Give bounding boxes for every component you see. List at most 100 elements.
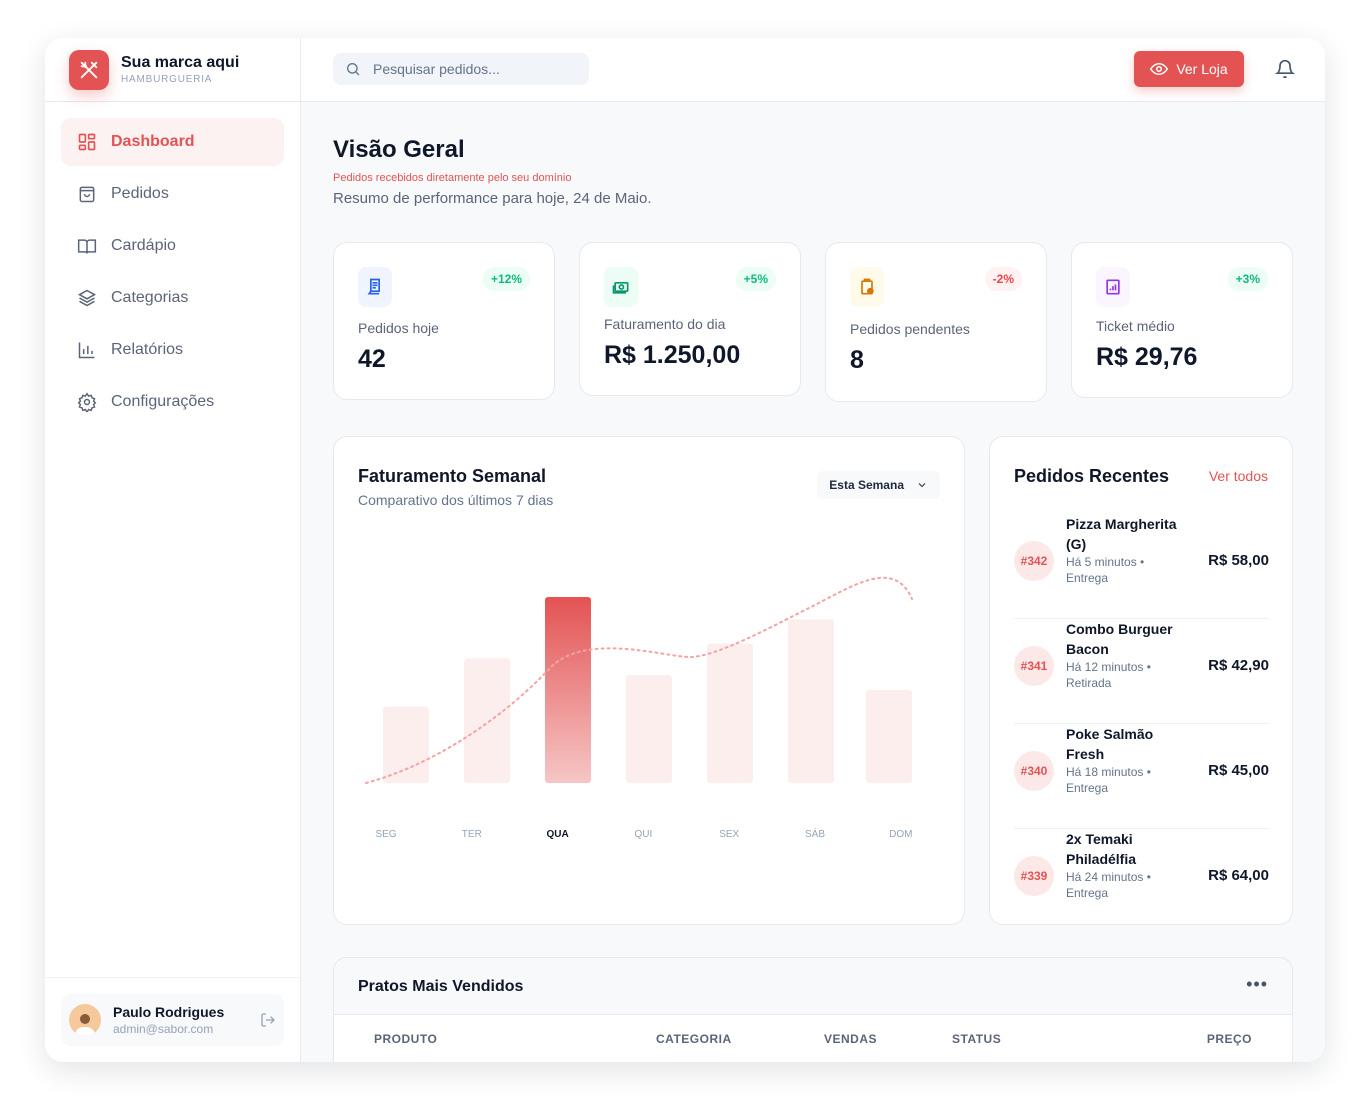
list-item[interactable]: #342 Pizza Margherita (G) Há 5 minutos •…	[1014, 514, 1269, 619]
order-name: Pizza Margherita (G)	[1066, 516, 1177, 552]
bag-icon	[79, 186, 95, 203]
order-name: Combo Burguer Bacon	[1066, 621, 1173, 657]
utensils-logo-icon	[69, 49, 109, 90]
layers-icon	[77, 289, 97, 307]
view-all-link[interactable]: Ver todos	[1208, 468, 1268, 484]
stat-label: Pedidos hoje	[358, 320, 439, 336]
sidebar-item-label: Configurações	[111, 393, 215, 410]
stat-icon	[1096, 267, 1130, 307]
order-name: Poke Salmão Fresh	[1066, 726, 1154, 762]
bar-6[interactable]	[866, 690, 912, 783]
bar-chart-icon	[78, 342, 95, 359]
view-store-button[interactable]: Ver Loja	[1134, 51, 1244, 87]
chevron-down-icon	[918, 483, 926, 488]
column-header: VENDAS	[824, 1032, 878, 1046]
divider	[45, 977, 301, 978]
x-tick-label: SÁB	[805, 827, 825, 840]
bar-0[interactable]	[383, 706, 429, 783]
stat-label: Ticket médio	[1096, 318, 1175, 334]
bar-3[interactable]	[626, 675, 672, 783]
stat-icon	[604, 267, 638, 307]
sidebar-item-pedidos[interactable]: Pedidos	[61, 170, 284, 218]
user-profile[interactable]: Paulo Rodrigues admin@sabor.com	[61, 994, 284, 1046]
column-header: CATEGORIA	[656, 1032, 732, 1046]
weekly-bar-chart: SEG TER QUA QUI SEX SÁB DOM	[365, 576, 913, 840]
order-id: #341	[1014, 646, 1054, 686]
sidebar: Sua marca aqui HAMBURGUERIA Dashboard Ped…	[45, 38, 301, 1062]
more-options-icon[interactable]: •••	[1246, 974, 1268, 994]
column-header: PRODUTO	[374, 1032, 438, 1046]
order-price: R$ 58,00	[1208, 552, 1269, 569]
user-name: Paulo Rodrigues	[113, 1004, 225, 1020]
stat-label: Pedidos pendentes	[850, 321, 970, 337]
page-title: Visão Geral	[333, 136, 465, 163]
change-badge: +12%	[482, 267, 530, 291]
list-item[interactable]: #339 2x Temaki Philadélfia Há 24 minutos…	[1014, 829, 1269, 934]
column-header: STATUS	[952, 1032, 1002, 1046]
brand: Sua marca aqui HAMBURGUERIA	[45, 38, 300, 102]
sidebar-item-dashboard[interactable]: Dashboard	[61, 118, 284, 166]
list-item[interactable]: #341 Combo Burguer Bacon Há 12 minutos •…	[1014, 619, 1269, 724]
order-meta: Há 12 minutos • Retirada	[1066, 660, 1151, 690]
order-price: R$ 42,90	[1208, 657, 1269, 674]
stat-value: R$ 1.250,00	[604, 341, 741, 369]
order-price: R$ 64,00	[1208, 867, 1269, 884]
bar-5[interactable]	[788, 619, 834, 783]
grid-icon	[78, 133, 96, 151]
order-name: 2x Temaki Philadélfia	[1066, 831, 1137, 867]
top-bar: Pesquisar pedidos... Ver Loja	[301, 38, 1325, 102]
sidebar-item-cardapio[interactable]: Cardápio	[61, 222, 284, 270]
user-email: admin@sabor.com	[113, 1022, 214, 1036]
sidebar-item-configuracoes[interactable]: Configurações	[61, 378, 284, 426]
order-meta: Há 5 minutos • Entrega	[1066, 555, 1145, 585]
recent-orders-card: Pedidos Recentes Ver todos #342 Pizza Ma…	[989, 436, 1293, 925]
x-tick-label: DOM	[889, 829, 912, 840]
stat-value: 8	[850, 346, 864, 374]
sidebar-item-relatorios[interactable]: Relatórios	[61, 326, 284, 374]
weekly-subtitle: Comparativo dos últimos 7 dias	[358, 492, 554, 508]
sidebar-item-categorias[interactable]: Categorias	[61, 274, 284, 322]
sidebar-item-label: Cardápio	[111, 237, 176, 254]
order-id: #340	[1014, 751, 1054, 791]
stat-value: 42	[358, 345, 386, 373]
list-item[interactable]: #340 Poke Salmão Fresh Há 18 minutos • E…	[1014, 724, 1269, 829]
search-icon	[347, 62, 360, 76]
column-header: PREÇO	[1206, 1032, 1252, 1046]
dropdown-value: Esta Semana	[829, 478, 904, 492]
change-badge: -2%	[984, 267, 1022, 291]
stat-card: +5% Faturamento do dia R$ 1.250,00	[579, 242, 801, 396]
page-subtitle: Resumo de performance para hoje, 24 de M…	[333, 190, 652, 207]
stat-icon	[358, 267, 392, 307]
order-id: #342	[1014, 541, 1054, 581]
recent-title: Pedidos Recentes	[1014, 466, 1170, 486]
bell-icon[interactable]	[1275, 58, 1295, 80]
x-tick-label: SEX	[719, 829, 739, 840]
search-placeholder: Pesquisar pedidos...	[373, 61, 500, 77]
top-dishes-card: Pratos Mais Vendidos ••• PRODUTO CATEGOR…	[333, 957, 1293, 1062]
sidebar-item-label: Pedidos	[111, 185, 169, 202]
x-tick-label: QUA	[546, 829, 568, 840]
stat-card: -2% Pedidos pendentes 8	[825, 242, 1047, 402]
order-price: R$ 45,00	[1208, 762, 1269, 779]
bar-2[interactable]	[545, 597, 591, 783]
sidebar-item-label: Categorias	[111, 289, 189, 306]
bar-4[interactable]	[707, 643, 753, 784]
gear-icon	[77, 392, 97, 412]
top-dishes-title: Pratos Mais Vendidos	[358, 978, 524, 995]
view-store-label: Ver Loja	[1176, 61, 1228, 77]
change-badge: +5%	[735, 267, 776, 291]
search-input[interactable]: Pesquisar pedidos...	[333, 53, 589, 85]
eye-icon	[1150, 62, 1169, 76]
sidebar-item-label: Dashboard	[111, 133, 195, 150]
order-id: #339	[1014, 856, 1054, 896]
weekly-revenue-card: Faturamento Semanal Comparativo dos últi…	[333, 436, 965, 925]
app-window: Sua marca aqui HAMBURGUERIA Dashboard Ped…	[45, 38, 1325, 1062]
bar-1[interactable]	[464, 658, 510, 783]
x-tick-label: SEG	[375, 829, 396, 840]
stat-icon	[850, 267, 884, 307]
logout-icon[interactable]	[260, 1012, 276, 1028]
sidebar-nav: Dashboard Pedidos Cardápio Categorias Re…	[45, 102, 300, 446]
trend-line	[365, 576, 913, 784]
week-range-dropdown[interactable]: Esta Semana	[817, 471, 940, 499]
book-icon	[77, 239, 97, 254]
